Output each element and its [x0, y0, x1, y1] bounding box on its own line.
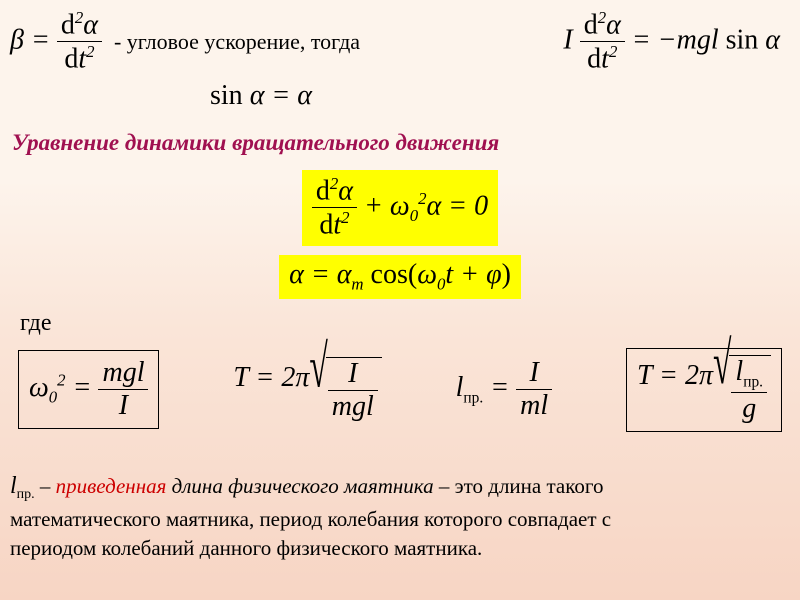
- text-angular: - угловое ускорение, тогда: [114, 29, 360, 55]
- period-I-eq: T = 2π√Imgl: [233, 357, 381, 423]
- omega-box: ω02 = mgl I: [18, 350, 159, 429]
- sin-approx: sin α = α: [210, 80, 312, 112]
- lpr-eq: lпр. = I ml: [456, 357, 552, 422]
- bottom-text: lпр. – приведенная длина физического мая…: [10, 470, 788, 564]
- beta-eq: β = d2α dt2: [10, 8, 102, 76]
- where-label: где: [20, 310, 52, 337]
- solution-eq: α = αm cos(ω0t + φ): [0, 255, 800, 299]
- moment-eq: I d2α dt2 = −mgl sin α: [563, 8, 780, 76]
- diff-eq: d2α dt2 + ω02α = 0: [0, 170, 800, 246]
- top-row: β = d2α dt2 - угловое ускорение, тогда I…: [10, 8, 790, 76]
- section-heading: Уравнение динамики вращательного движени…: [12, 130, 499, 156]
- formulas-row: ω02 = mgl I T = 2π√Imgl lпр. = I ml T = …: [10, 348, 790, 432]
- period-l-box: T = 2π√lпр.g: [626, 348, 782, 432]
